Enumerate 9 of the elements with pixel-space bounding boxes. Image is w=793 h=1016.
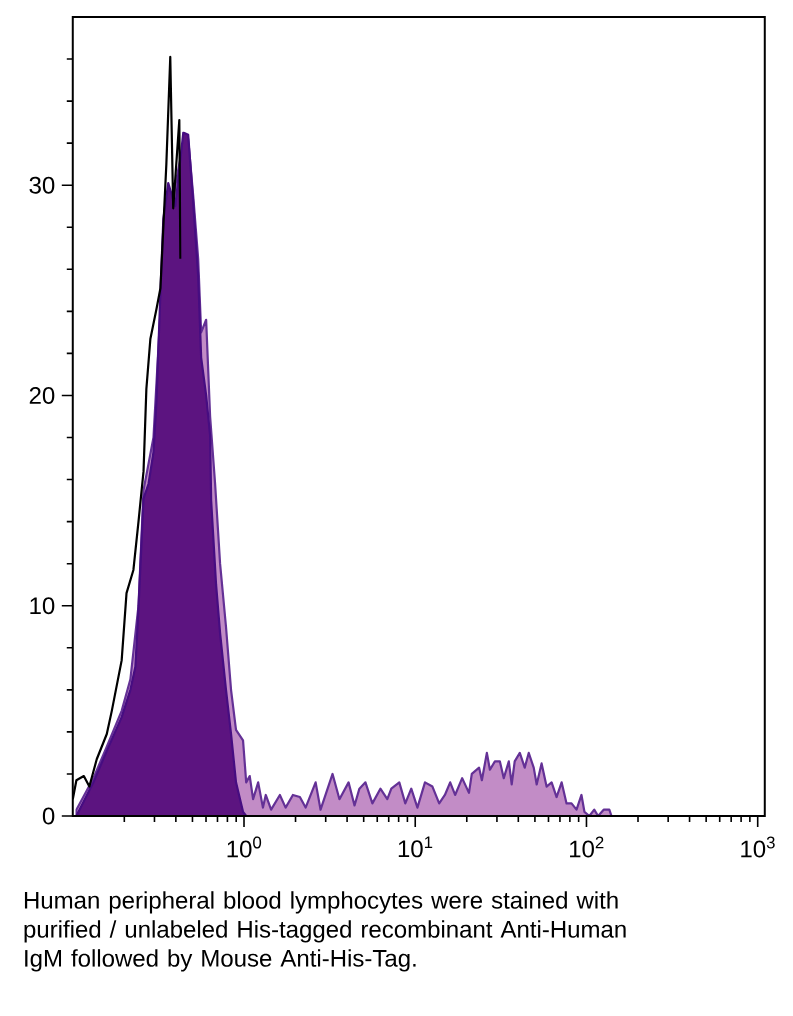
x-tick-label: 10$^{0}$ — [227, 836, 262, 858]
y-tick-label: 20 — [29, 386, 55, 404]
x-tick-label: 10$^{2}$ — [570, 836, 604, 858]
y-tick-label: 10 — [30, 597, 55, 615]
x-tick-label: 10$^{3}$ — [741, 836, 775, 858]
y-tick-label: 30 — [29, 176, 55, 194]
text: Human peripheral blood lymphocytes were stained with purified / unlabeled His-tagged recombinant Anti-Human IgM followed by Mouse Anti-His-Tag. — [24, 891, 626, 972]
x-tick-label: 10$^{1}$ — [398, 836, 433, 858]
y-tick-label: 0 — [42, 807, 55, 825]
